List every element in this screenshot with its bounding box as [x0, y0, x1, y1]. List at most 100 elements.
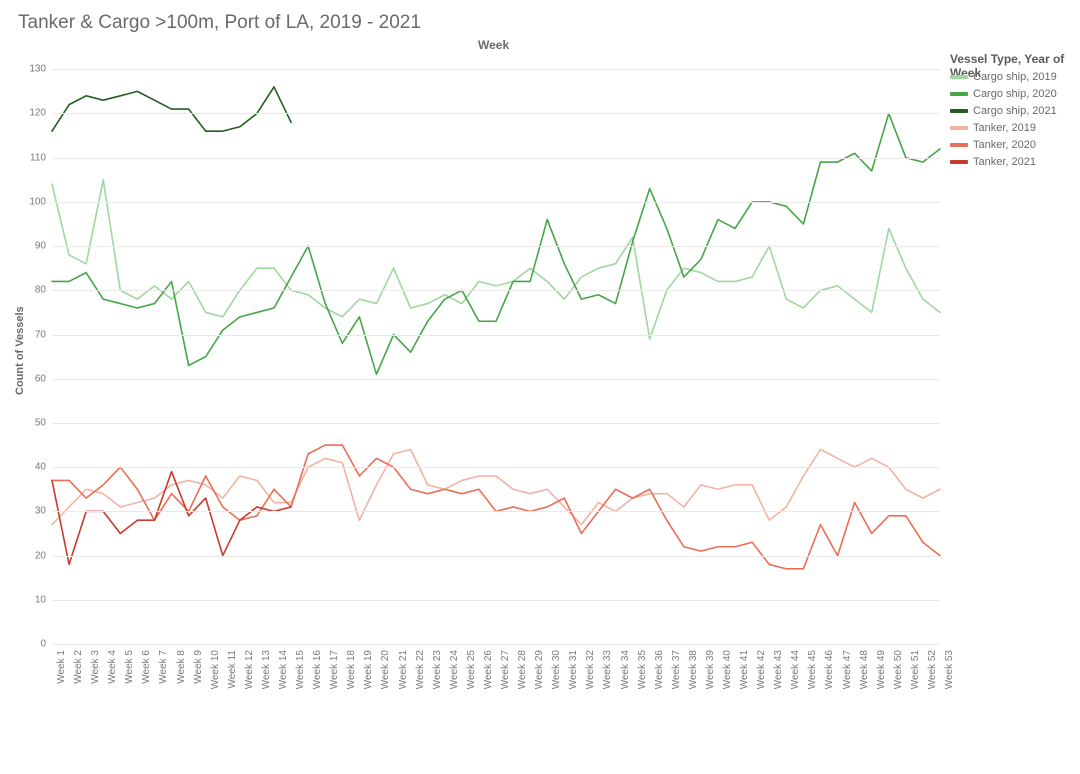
x-tick-label: Week 38 [688, 650, 699, 689]
legend-label: Tanker, 2019 [973, 122, 1036, 134]
legend-swatch [950, 92, 968, 96]
legend-swatch [950, 160, 968, 164]
x-tick-label: Week 30 [551, 650, 562, 689]
x-tick-label: Week 10 [210, 650, 221, 689]
x-tick-label: Week 29 [534, 650, 545, 689]
x-tick-label: Week 46 [824, 650, 835, 689]
x-tick-label: Week 12 [244, 650, 255, 689]
x-tick-label: Week 53 [944, 650, 955, 689]
y-tick-label: 70 [35, 329, 46, 340]
x-tick-label: Week 45 [807, 650, 818, 689]
x-tick-label: Week 26 [483, 650, 494, 689]
gridline [52, 644, 940, 645]
chart-title: Tanker & Cargo >100m, Port of LA, 2019 -… [18, 12, 421, 34]
y-tick-label: 110 [30, 152, 46, 163]
series-line [52, 180, 940, 339]
x-tick-label: Week 9 [193, 650, 204, 684]
x-tick-label: Week 36 [654, 650, 665, 689]
legend: Cargo ship, 2019 Cargo ship, 2020 Cargo sh… [950, 70, 1057, 172]
y-tick-label: 10 [35, 594, 46, 605]
x-tick-label: Week 47 [842, 650, 853, 689]
legend-item: Cargo ship, 2020 [950, 87, 1057, 101]
x-tick-label: Week 50 [893, 650, 904, 689]
x-tick-label: Week 11 [227, 650, 238, 689]
legend-item: Cargo ship, 2019 [950, 70, 1057, 84]
gridline [52, 467, 940, 468]
series-line [52, 87, 291, 131]
legend-swatch [950, 143, 968, 147]
x-tick-label: Week 14 [278, 650, 289, 689]
legend-label: Cargo ship, 2019 [973, 71, 1057, 83]
y-tick-label: 20 [35, 550, 46, 561]
x-tick-label: Week 15 [295, 650, 306, 689]
gridline [52, 600, 940, 601]
series-line [52, 449, 940, 524]
gridline [52, 556, 940, 557]
gridline [52, 202, 940, 203]
x-tick-label: Week 33 [602, 650, 613, 689]
x-tick-label: Week 16 [312, 650, 323, 689]
legend-swatch [950, 109, 968, 113]
x-tick-label: Week 25 [466, 650, 477, 689]
x-tick-label: Week 8 [176, 650, 187, 684]
chart-container: Tanker & Cargo >100m, Port of LA, 2019 -… [0, 0, 1080, 774]
gridline [52, 423, 940, 424]
x-tick-label: Week 35 [637, 650, 648, 689]
gridline [52, 335, 940, 336]
y-axis-title: Count of Vessels [14, 306, 26, 395]
x-tick-label: Week 18 [346, 650, 357, 689]
x-tick-label: Week 5 [124, 650, 135, 684]
x-tick-label: Week 31 [568, 650, 579, 689]
x-tick-label: Week 28 [517, 650, 528, 689]
x-tick-label: Week 1 [56, 650, 67, 684]
x-tick-label: Week 24 [449, 650, 460, 689]
x-tick-label: Week 34 [620, 650, 631, 689]
gridline [52, 158, 940, 159]
y-tick-label: 130 [29, 64, 46, 75]
x-tick-label: Week 2 [73, 650, 84, 684]
x-tick-label: Week 3 [90, 650, 101, 684]
x-tick-label: Week 13 [261, 650, 272, 689]
x-tick-label: Week 48 [859, 650, 870, 689]
x-tick-label: Week 6 [141, 650, 152, 684]
y-tick-label: 40 [35, 462, 46, 473]
gridline [52, 379, 940, 380]
x-tick-label: Week 23 [432, 650, 443, 689]
x-tick-label: Week 51 [910, 650, 921, 689]
legend-item: Cargo ship, 2021 [950, 104, 1057, 118]
gridline [52, 290, 940, 291]
x-tick-label: Week 7 [158, 650, 169, 684]
x-tick-label: Week 41 [739, 650, 750, 689]
x-tick-label: Week 19 [363, 650, 374, 689]
y-tick-label: 50 [35, 417, 46, 428]
legend-label: Tanker, 2021 [973, 156, 1036, 168]
x-axis-title: Week [478, 38, 509, 52]
x-tick-label: Week 17 [329, 650, 340, 689]
x-tick-label: Week 42 [756, 650, 767, 689]
gridline [52, 511, 940, 512]
x-tick-label: Week 37 [671, 650, 682, 689]
legend-label: Cargo ship, 2020 [973, 88, 1057, 100]
x-tick-label: Week 27 [500, 650, 511, 689]
legend-item: Tanker, 2021 [950, 155, 1057, 169]
gridline [52, 246, 940, 247]
x-tick-label: Week 20 [380, 650, 391, 689]
x-tick-label: Week 49 [876, 650, 887, 689]
y-tick-label: 90 [35, 241, 46, 252]
x-tick-label: Week 40 [722, 650, 733, 689]
plot-area: Week 1Week 2Week 3Week 4Week 5Week 6Week… [52, 56, 940, 644]
x-tick-label: Week 44 [790, 650, 801, 689]
x-tick-label: Week 39 [705, 650, 716, 689]
y-tick-label: 80 [35, 285, 46, 296]
y-tick-label: 30 [35, 506, 46, 517]
legend-swatch [950, 75, 968, 79]
gridline [52, 69, 940, 70]
x-tick-label: Week 22 [415, 650, 426, 689]
x-tick-label: Week 43 [773, 650, 784, 689]
legend-swatch [950, 126, 968, 130]
legend-label: Cargo ship, 2021 [973, 105, 1057, 117]
legend-item: Tanker, 2019 [950, 121, 1057, 135]
x-tick-label: Week 32 [585, 650, 596, 689]
x-tick-label: Week 4 [107, 650, 118, 684]
y-tick-label: 120 [29, 108, 46, 119]
